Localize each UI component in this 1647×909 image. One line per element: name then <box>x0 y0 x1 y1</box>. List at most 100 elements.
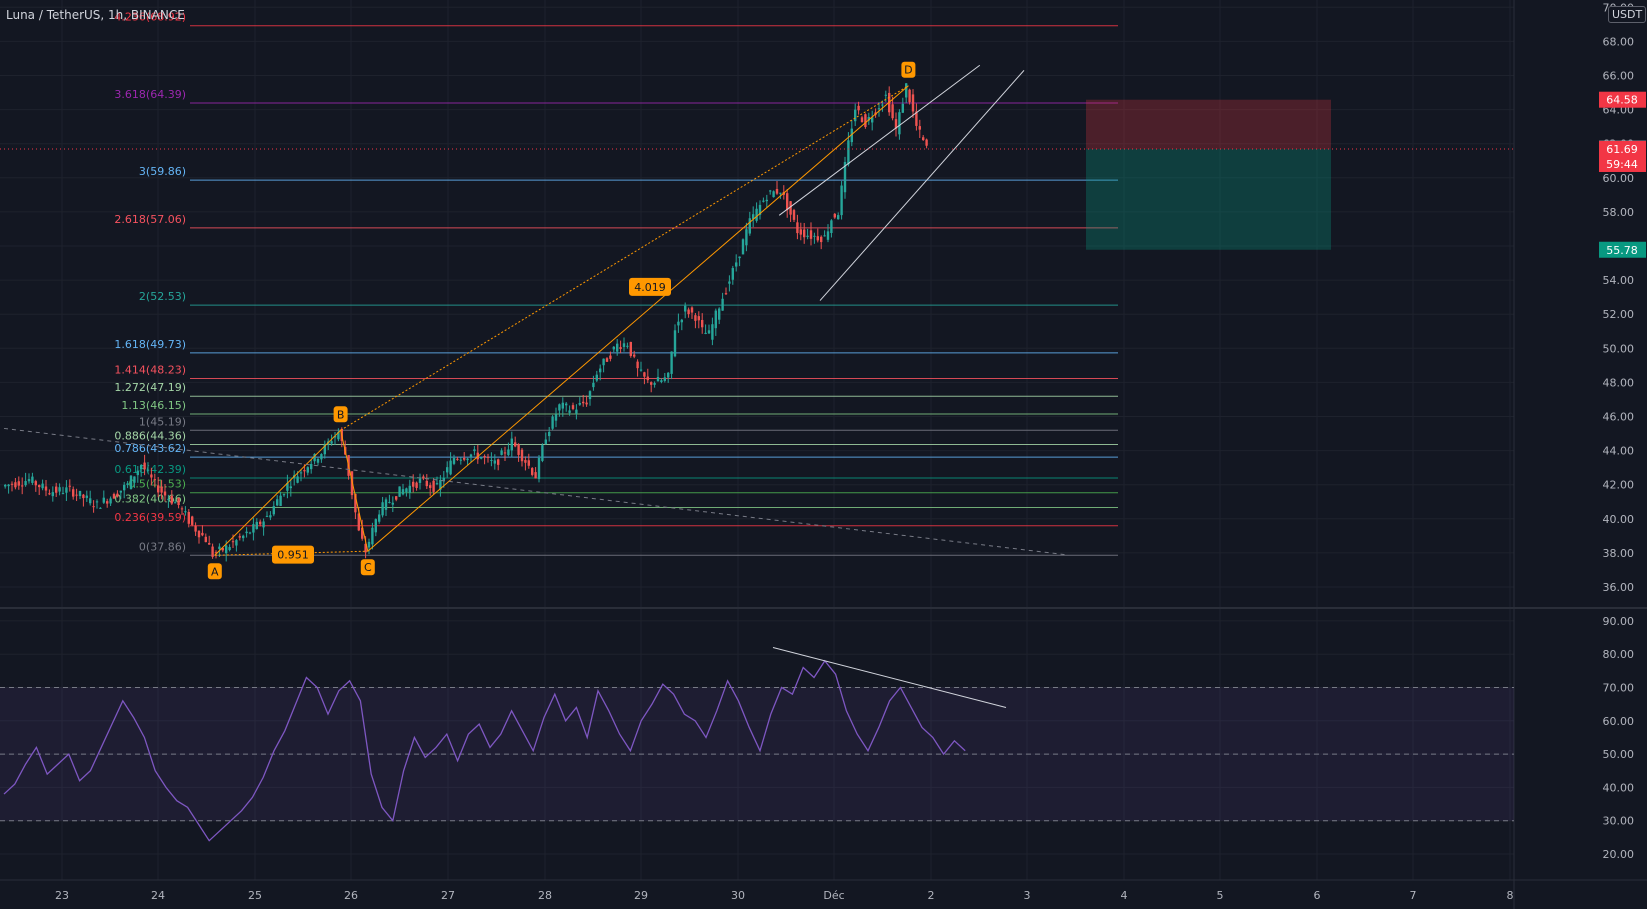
price-tick-5: 46.00 <box>1603 411 1635 424</box>
candle <box>799 229 802 235</box>
fib-label-14: 3(59.86) <box>139 165 186 178</box>
candle <box>78 490 82 497</box>
candle <box>639 369 643 371</box>
candle <box>133 476 136 483</box>
candle <box>320 454 323 460</box>
candle <box>792 210 796 220</box>
candle <box>575 409 578 414</box>
candle <box>357 513 360 531</box>
candle <box>95 501 99 503</box>
candle <box>85 495 88 498</box>
candle <box>840 185 843 216</box>
currency-button[interactable]: USDT <box>1608 6 1647 23</box>
candle <box>48 493 51 495</box>
candle <box>911 94 915 112</box>
channel-bottom <box>819 70 1025 301</box>
candle <box>265 515 269 517</box>
candle <box>684 305 687 312</box>
time-label-14: 7 <box>1410 889 1417 902</box>
candle <box>769 190 772 192</box>
candle <box>843 161 847 193</box>
candle <box>374 519 377 533</box>
candle <box>629 341 632 356</box>
candle <box>650 382 653 385</box>
candle <box>755 208 758 221</box>
candle <box>55 486 58 493</box>
candle <box>551 416 554 429</box>
candle <box>449 460 452 475</box>
candle <box>391 502 394 505</box>
candle <box>225 545 228 554</box>
channel-top <box>778 64 981 216</box>
candle <box>813 235 816 237</box>
fib-label-10: 1.414(48.23) <box>114 363 186 376</box>
candle <box>537 457 541 479</box>
candle <box>194 525 197 532</box>
candle <box>612 346 615 350</box>
candle <box>378 514 381 522</box>
fib-label-1: 0.236(39.59) <box>114 511 186 524</box>
candle <box>544 439 547 445</box>
candle <box>116 493 119 497</box>
candle <box>405 488 408 493</box>
fib-label-5: 0.786(43.62) <box>114 442 186 455</box>
candle <box>408 485 411 493</box>
candle <box>633 354 636 357</box>
candle <box>51 492 54 497</box>
candle <box>741 239 745 255</box>
candle <box>571 405 575 409</box>
candle <box>789 201 792 215</box>
candle <box>469 454 473 457</box>
candle <box>877 108 881 110</box>
candle <box>439 479 442 490</box>
candle <box>140 465 143 470</box>
price-tick-0: 36.00 <box>1603 581 1635 594</box>
candle <box>510 438 513 451</box>
candle <box>412 481 415 487</box>
candle <box>208 543 211 545</box>
candle <box>697 316 700 321</box>
price-tick-3: 42.00 <box>1603 479 1635 492</box>
candle <box>561 402 564 409</box>
candle <box>41 483 44 489</box>
candle <box>136 470 139 476</box>
candle <box>337 431 340 440</box>
price-tag-3 <box>1599 155 1646 172</box>
price-tick-16: 68.00 <box>1603 35 1635 48</box>
candle <box>432 480 435 492</box>
candle <box>34 481 37 486</box>
candle <box>456 458 459 460</box>
price-tag-text-3: 59:44 <box>1606 158 1638 171</box>
candle <box>245 531 248 534</box>
leg-ab <box>214 429 341 556</box>
candle <box>235 540 238 546</box>
candle <box>367 541 371 548</box>
candle <box>772 191 775 198</box>
candle <box>803 229 806 238</box>
candle <box>619 347 622 349</box>
candle <box>167 498 170 500</box>
candle <box>860 117 864 123</box>
candle <box>830 220 833 234</box>
candle <box>898 112 901 135</box>
fib-label-4: 0.618(42.39) <box>114 463 186 476</box>
price-tag-text-2: 61.69 <box>1606 143 1638 156</box>
candle <box>721 298 724 311</box>
candle <box>497 459 500 465</box>
candle <box>850 128 853 143</box>
candle <box>31 476 34 483</box>
candle <box>269 515 272 518</box>
candle <box>673 330 677 357</box>
candle <box>123 484 126 491</box>
candle <box>660 380 663 382</box>
candle <box>459 459 462 461</box>
candle <box>316 459 320 463</box>
candle <box>677 321 680 326</box>
candle <box>667 372 670 378</box>
candle <box>38 485 41 488</box>
candle <box>163 491 167 496</box>
candle <box>306 467 309 473</box>
candle <box>187 512 190 524</box>
candle <box>228 547 231 551</box>
